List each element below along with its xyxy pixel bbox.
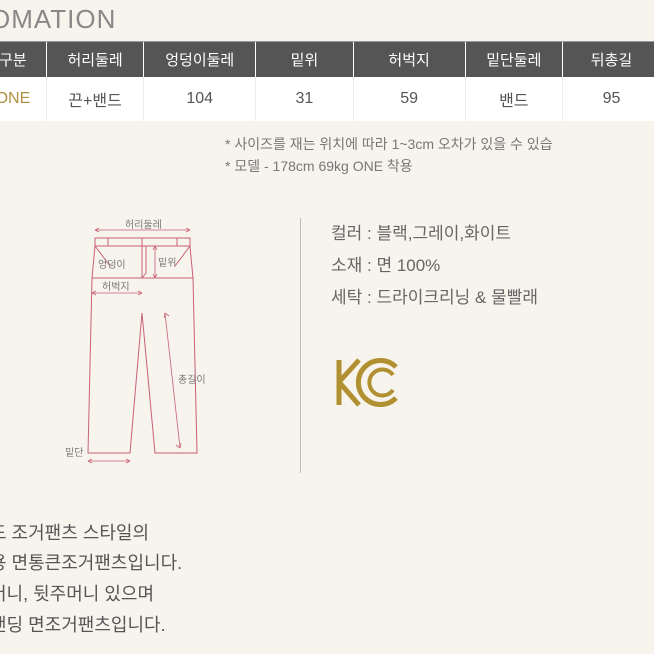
td-waist: 끈+밴드 bbox=[46, 77, 143, 121]
info-wash: 세탁 : 드라이크리닝 & 물빨래 bbox=[331, 282, 634, 314]
diagram-label-hip: 엉덩이 bbox=[98, 259, 126, 271]
desc-line-4: 밴딩 면조거팬츠입니다. bbox=[0, 610, 654, 641]
diagram-label-rise: 밑위 bbox=[158, 256, 176, 269]
info-material: 소재 : 면 100% bbox=[331, 250, 634, 282]
diagram-label-hem: 밑단 bbox=[65, 447, 83, 459]
th-rise: 밑위 bbox=[256, 42, 353, 77]
diagram-label-thigh: 허벅지 bbox=[102, 281, 130, 293]
table-header-row: 구분 허리둘레 엉덩이둘레 밑위 허벅지 밑단둘레 뒤총길 bbox=[0, 42, 654, 77]
td-rise: 31 bbox=[256, 77, 353, 121]
size-notes: * 사이즈를 재는 위치에 따라 1~3cm 오차가 있을 수 있습 * 모델 … bbox=[225, 133, 654, 178]
td-hip: 104 bbox=[144, 77, 256, 121]
diagram-label-length: 총길이 bbox=[178, 373, 206, 386]
pants-diagram: 허리둘레 엉덩이 밑위 허벅지 총길이 밑단 bbox=[20, 208, 280, 483]
diagram-label-waist: 허리둘레 bbox=[125, 219, 162, 231]
kc-mark-icon bbox=[331, 355, 634, 415]
desc-line-1: 드 조거팬츠 스타일의 bbox=[0, 518, 654, 549]
table-row: ONE 끈+밴드 104 31 59 밴드 95 bbox=[0, 77, 654, 121]
desc-line-3: 머니, 뒷주머니 있으며 bbox=[0, 579, 654, 610]
th-length: 뒤총길 bbox=[563, 42, 654, 77]
section-title: OMATION bbox=[0, 0, 654, 41]
size-table: 구분 허리둘레 엉덩이둘레 밑위 허벅지 밑단둘레 뒤총길 ONE 끈+밴드 1… bbox=[0, 42, 654, 121]
th-hip: 엉덩이둘레 bbox=[144, 42, 256, 77]
th-hem: 밑단둘레 bbox=[465, 42, 562, 77]
info-color: 컬러 : 블랙,그레이,화이트 bbox=[331, 218, 634, 250]
th-thigh: 허벅지 bbox=[353, 42, 465, 77]
th-division: 구분 bbox=[0, 42, 46, 77]
vertical-separator bbox=[300, 218, 301, 473]
th-waist: 허리둘레 bbox=[46, 42, 143, 77]
desc-line-2: 용 면통큰조거팬츠입니다. bbox=[0, 548, 654, 579]
note-model: * 모델 - 178cm 69kg ONE 착용 bbox=[225, 155, 654, 177]
td-hem: 밴드 bbox=[465, 77, 562, 121]
td-thigh: 59 bbox=[353, 77, 465, 121]
td-division: ONE bbox=[0, 77, 46, 121]
td-length: 95 bbox=[563, 77, 654, 121]
product-description: 드 조거팬츠 스타일의 용 면통큰조거팬츠입니다. 머니, 뒷주머니 있으며 밴… bbox=[0, 518, 654, 640]
product-info: 컬러 : 블랙,그레이,화이트 소재 : 면 100% 세탁 : 드라이크리닝 … bbox=[331, 208, 634, 483]
note-tolerance: * 사이즈를 재는 위치에 따라 1~3cm 오차가 있을 수 있습 bbox=[225, 133, 654, 155]
